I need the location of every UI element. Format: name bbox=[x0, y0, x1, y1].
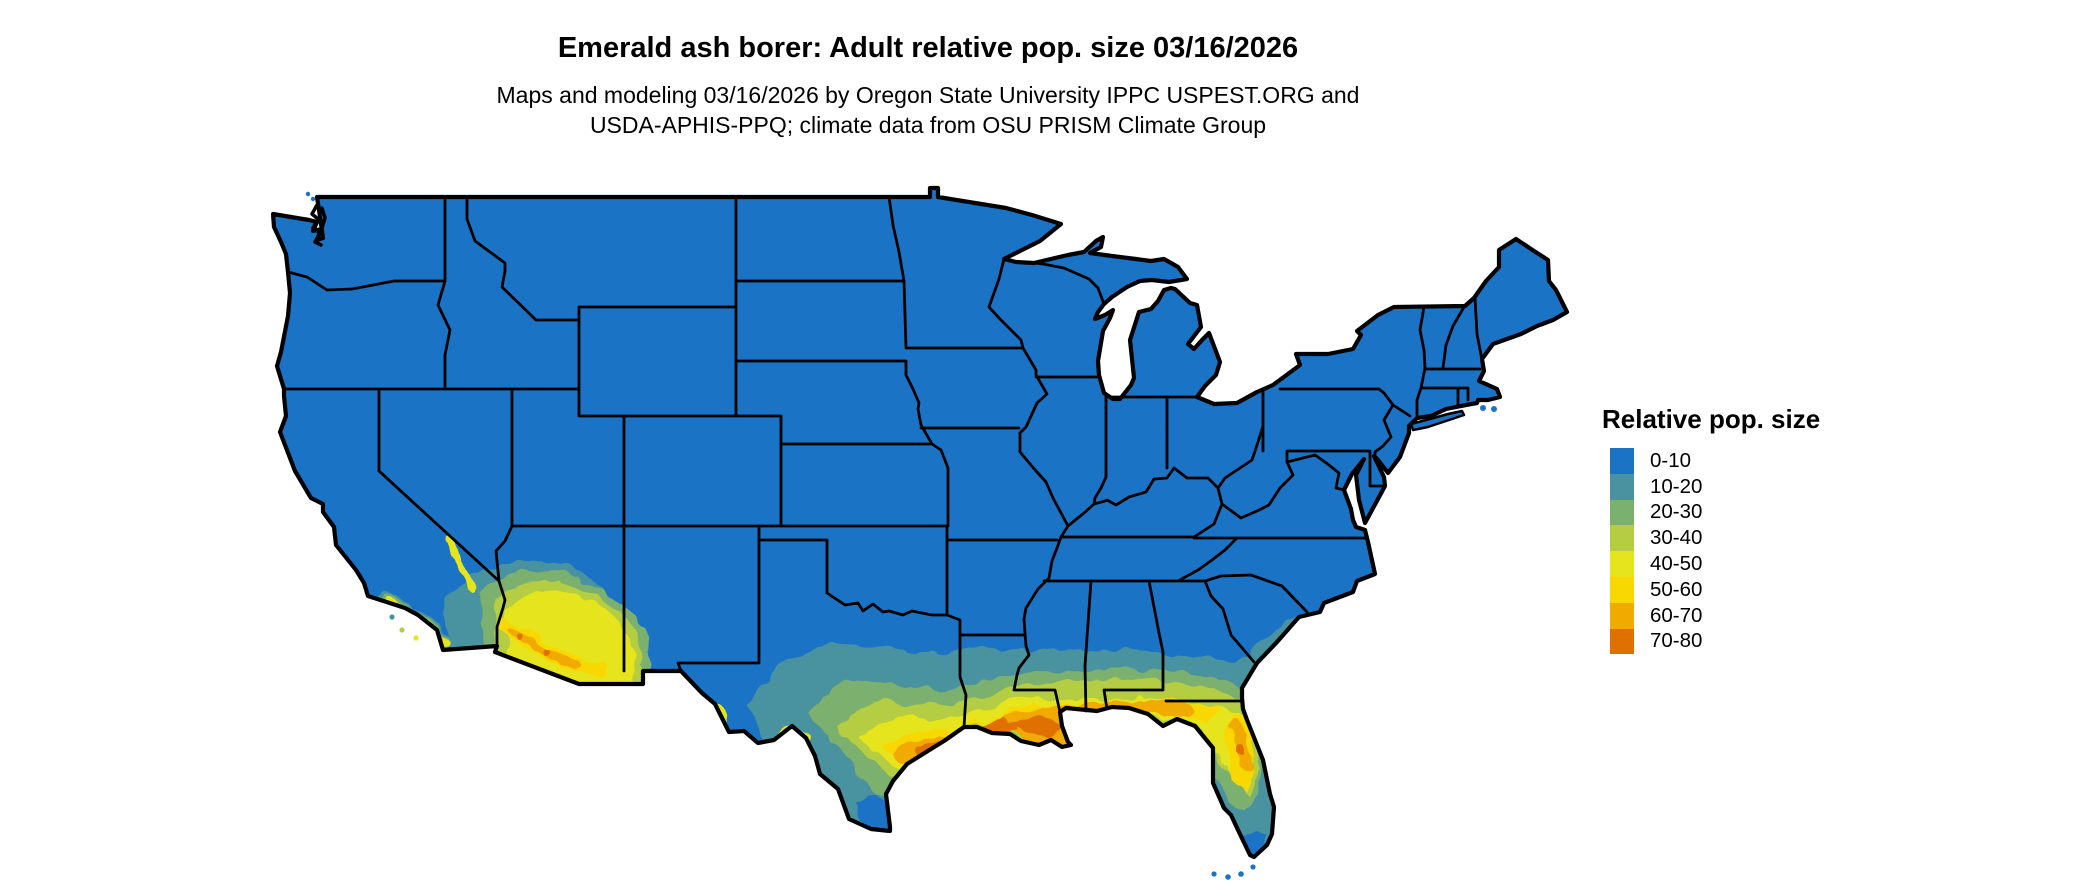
band-40-50-colorado-river bbox=[445, 536, 476, 590]
san-juan-island-1 bbox=[305, 191, 311, 197]
channel-island-2 bbox=[399, 627, 405, 633]
legend-item-70-80: 70-80 bbox=[1610, 628, 1820, 655]
band-70-80-fl-spot bbox=[1236, 743, 1246, 753]
legend-swatch-30-40 bbox=[1610, 525, 1634, 552]
band-70-80-az-spot2 bbox=[544, 649, 552, 657]
band-40-50 bbox=[858, 696, 1252, 788]
san-juan-island-2 bbox=[310, 196, 316, 202]
band-70-80-la bbox=[1012, 714, 1062, 736]
florida-key-3 bbox=[1238, 871, 1244, 877]
legend-item-60-70: 60-70 bbox=[1610, 602, 1820, 629]
channel-island-1 bbox=[389, 614, 395, 620]
florida-key-4 bbox=[1250, 864, 1256, 870]
legend-swatch-70-80 bbox=[1610, 628, 1634, 655]
legend-swatch-50-60 bbox=[1610, 576, 1634, 603]
legend-label-40-50: 40-50 bbox=[1650, 552, 1703, 576]
legend-item-20-30: 20-30 bbox=[1610, 499, 1820, 526]
island-marthas-vineyard bbox=[1480, 405, 1486, 411]
legend-label-50-60: 50-60 bbox=[1650, 577, 1703, 601]
legend-label-10-20: 10-20 bbox=[1650, 474, 1703, 498]
legend-swatch-40-50 bbox=[1610, 551, 1634, 577]
long-island bbox=[1409, 409, 1466, 432]
legend-item-40-50: 40-50 bbox=[1610, 551, 1820, 577]
state-borders bbox=[282, 195, 1484, 729]
island-nantucket bbox=[1491, 406, 1497, 412]
channel-island-3 bbox=[413, 635, 419, 641]
legend-title: Relative pop. size bbox=[1602, 404, 1821, 434]
puget-sound-detail bbox=[310, 203, 327, 247]
legend-item-30-40: 30-40 bbox=[1610, 525, 1820, 552]
legend-rows: 0-10 10-20 20-30 30-40 40-50 50-60 60-70 bbox=[1610, 448, 1820, 655]
florida-key-1 bbox=[1211, 871, 1217, 877]
legend-label-30-40: 30-40 bbox=[1650, 526, 1703, 550]
band-70-80-la-west bbox=[984, 718, 1010, 734]
legend-label-60-70: 60-70 bbox=[1650, 603, 1703, 627]
legend-label-20-30: 20-30 bbox=[1650, 500, 1703, 524]
legend-swatch-10-20 bbox=[1610, 473, 1634, 500]
florida-key-2 bbox=[1225, 874, 1231, 880]
legend-swatch-0-10 bbox=[1610, 448, 1634, 474]
legend-item-0-10: 0-10 bbox=[1610, 448, 1820, 474]
islands bbox=[305, 191, 1497, 880]
legend-item-50-60: 50-60 bbox=[1610, 576, 1820, 603]
page-title: Emerald ash borer: Adult relative pop. s… bbox=[557, 32, 1299, 64]
header: Emerald ash borer: Adult relative pop. s… bbox=[228, 0, 1628, 140]
legend-label-0-10: 0-10 bbox=[1650, 448, 1692, 472]
conus-outline bbox=[270, 185, 1570, 860]
legend-swatch-60-70 bbox=[1610, 602, 1634, 629]
conus-landmass bbox=[273, 188, 1567, 857]
attribution-line-1: Maps and modeling 03/16/2026 by Oregon S… bbox=[496, 82, 1360, 108]
legend-swatch-20-30 bbox=[1610, 499, 1634, 526]
map-attribution: Maps and modeling 03/16/2026 by Oregon S… bbox=[228, 80, 1628, 140]
legend-label-70-80: 70-80 bbox=[1650, 629, 1703, 653]
legend: Relative pop. size 0-10 10-20 20-30 30-4… bbox=[1602, 404, 1821, 655]
band-70-80-az-spot1 bbox=[516, 632, 524, 640]
attribution-line-2: USDA-APHIS-PPQ; climate data from OSU PR… bbox=[589, 112, 1267, 138]
legend-item-10-20: 10-20 bbox=[1610, 473, 1820, 500]
